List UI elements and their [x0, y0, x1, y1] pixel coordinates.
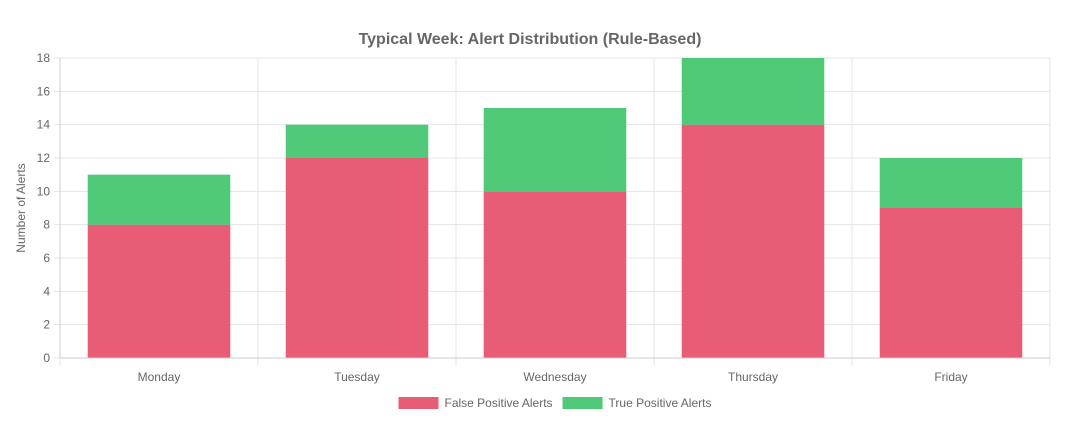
- bar-true-positive[interactable]: [87, 174, 231, 225]
- y-tick-label: 16: [37, 84, 51, 98]
- bar-false-positive[interactable]: [285, 158, 429, 358]
- bar-true-positive[interactable]: [285, 124, 429, 158]
- y-tick-label: 2: [43, 318, 50, 332]
- y-tick-label: 12: [37, 151, 51, 165]
- bar-true-positive[interactable]: [483, 108, 627, 192]
- x-tick-label: Tuesday: [334, 370, 380, 384]
- y-tick-label: 14: [37, 118, 51, 132]
- chart-title: Typical Week: Alert Distribution (Rule-B…: [359, 31, 702, 48]
- axes: 0 2 4 6 8 10 12 14 16 18 Monday Tuesday Wednesday Thu…: [37, 51, 1050, 384]
- y-tick-label: 18: [37, 51, 51, 65]
- y-tick-label: 8: [43, 218, 50, 232]
- x-tick-label: Thursday: [728, 370, 778, 384]
- legend-label[interactable]: True Positive Alerts: [609, 396, 712, 410]
- legend-swatch[interactable]: [562, 397, 603, 409]
- y-tick-label: 10: [37, 184, 51, 198]
- x-tick-label: Wednesday: [523, 370, 586, 384]
- x-tick-label: Monday: [138, 370, 181, 384]
- bar-true-positive[interactable]: [681, 58, 825, 125]
- bar-true-positive[interactable]: [879, 158, 1023, 208]
- y-tick-label: 0: [43, 351, 50, 365]
- y-axis-title: Number of Alerts: [14, 163, 28, 252]
- bar-false-positive[interactable]: [483, 191, 627, 358]
- y-tick-label: 6: [43, 251, 50, 265]
- legend: False Positive Alerts True Positive Alert…: [398, 396, 712, 410]
- bar-false-positive[interactable]: [87, 224, 231, 358]
- bar-false-positive[interactable]: [879, 208, 1023, 358]
- y-tick-label: 4: [43, 284, 50, 298]
- legend-swatch[interactable]: [398, 397, 439, 409]
- bar-false-positive[interactable]: [681, 124, 825, 359]
- legend-label[interactable]: False Positive Alerts: [445, 396, 553, 410]
- bars: [87, 58, 1023, 359]
- x-tick-label: Friday: [934, 370, 967, 384]
